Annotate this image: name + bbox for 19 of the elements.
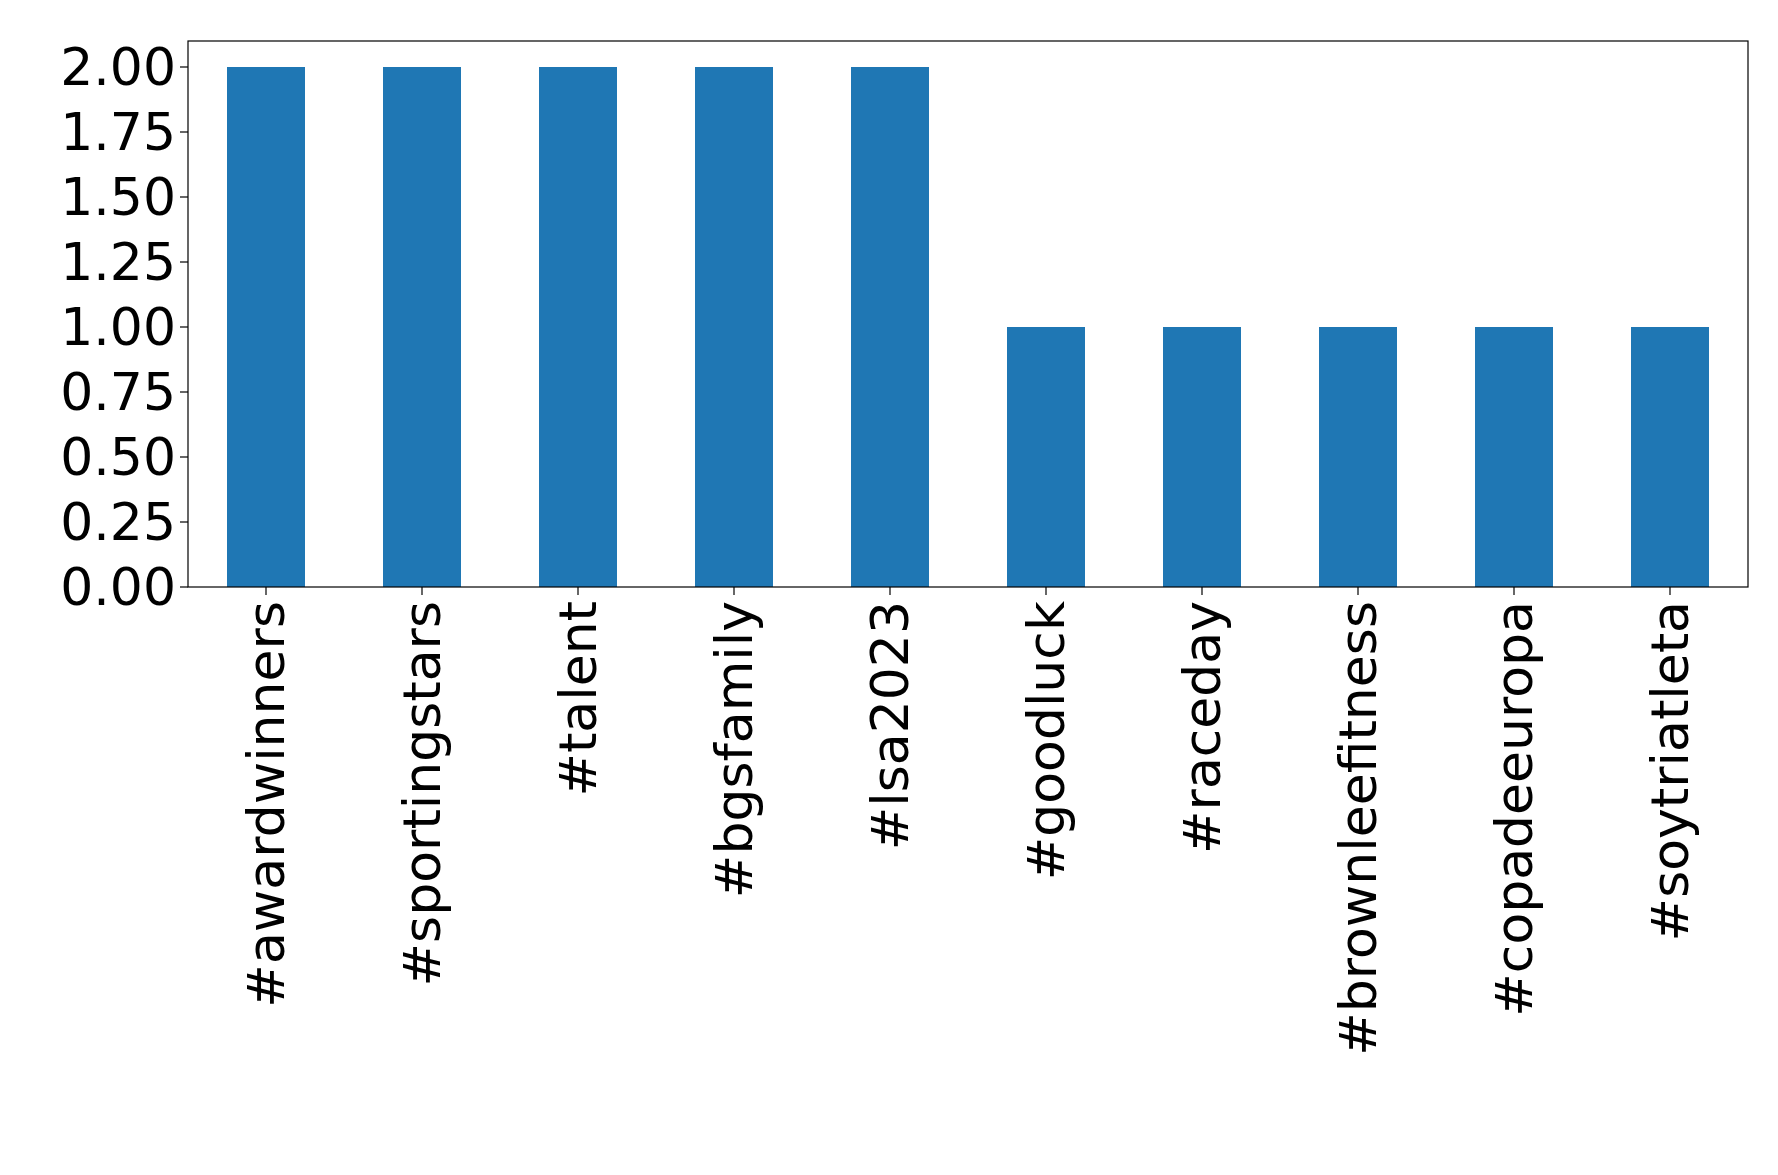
y-tick-label: 0.25 bbox=[60, 492, 176, 553]
x-tick-label: #bgsfamily bbox=[704, 601, 765, 899]
x-tick-label: #sportingstars bbox=[392, 601, 453, 987]
y-tick-label: 1.00 bbox=[60, 297, 176, 358]
y-tick-label: 1.75 bbox=[60, 102, 176, 163]
x-tick-label: #awardwinners bbox=[236, 601, 297, 1008]
x-tick-label: #goodluck bbox=[1016, 601, 1077, 881]
x-tick-label: #talent bbox=[548, 601, 609, 797]
y-tick-label: 2.00 bbox=[60, 37, 176, 98]
x-tick-label: #lsa2023 bbox=[860, 601, 921, 851]
x-tick-label: #raceday bbox=[1172, 601, 1233, 855]
y-tick-label: 1.50 bbox=[60, 167, 176, 228]
x-tick-label: #copadeeuropa bbox=[1484, 601, 1545, 1017]
y-tick-label: 0.00 bbox=[60, 557, 176, 618]
y-tick-label: 0.50 bbox=[60, 427, 176, 488]
y-tick-label: 0.75 bbox=[60, 362, 176, 423]
x-tick-label: #brownleefitness bbox=[1328, 601, 1389, 1056]
y-tick-label: 1.25 bbox=[60, 232, 176, 293]
x-tick-label: #soytriatleta bbox=[1640, 601, 1701, 942]
